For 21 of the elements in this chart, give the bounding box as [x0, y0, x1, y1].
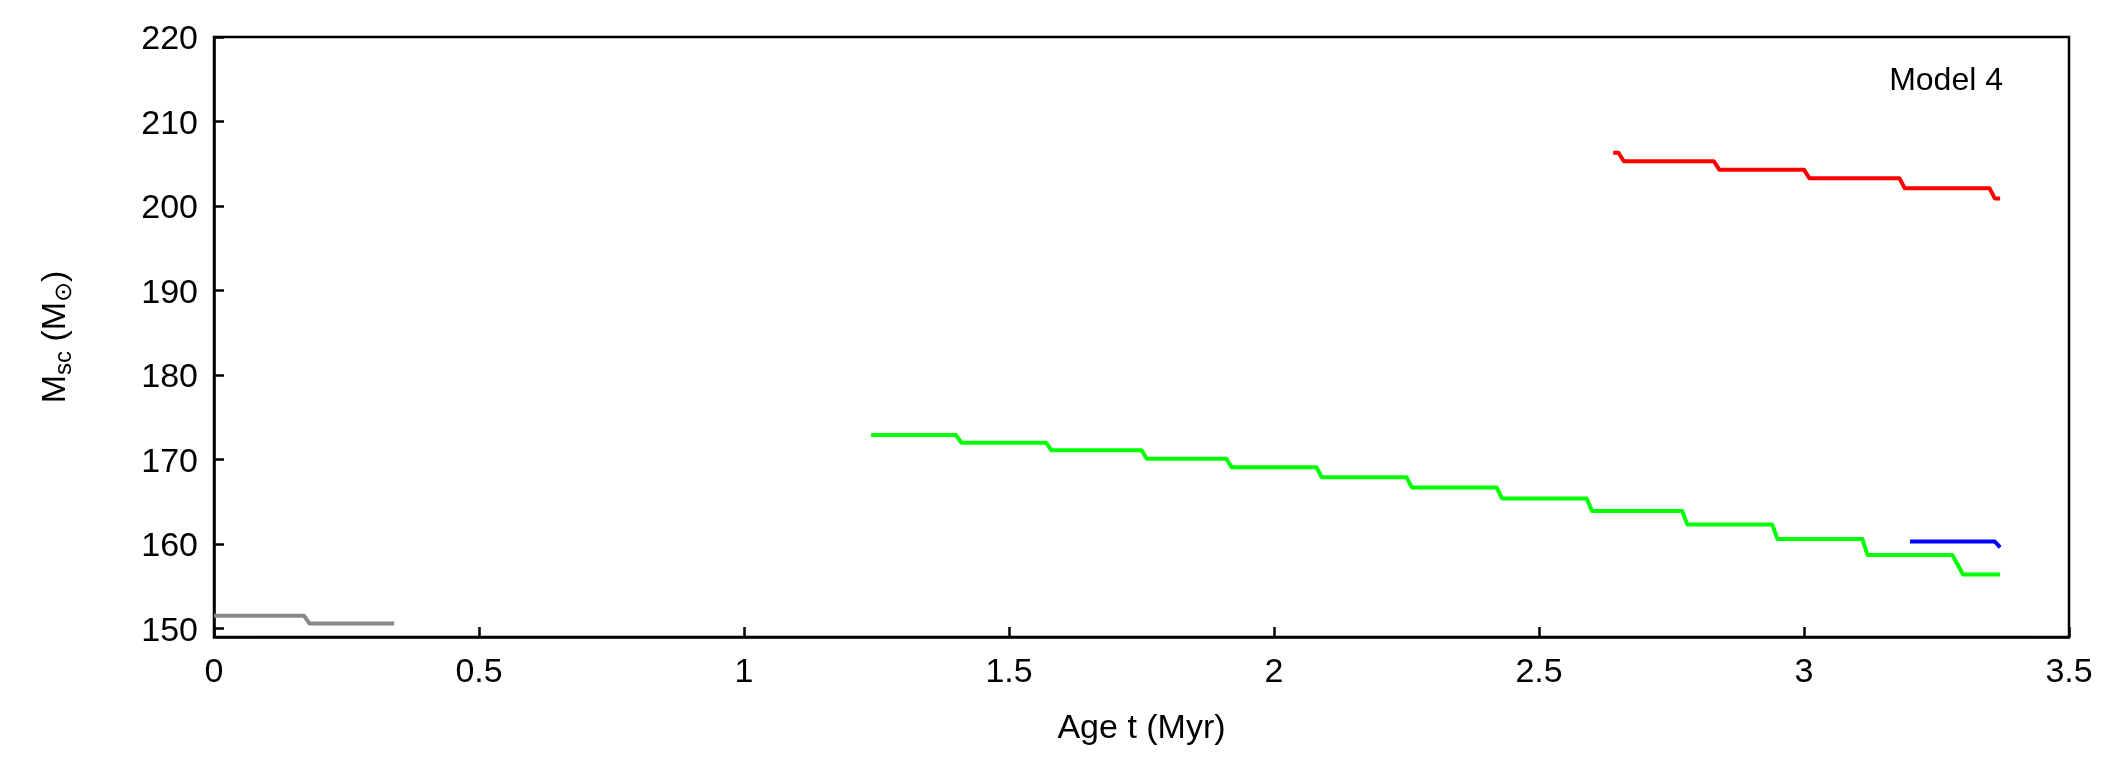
x-tick-label: 3.5 — [2045, 651, 2093, 689]
y-tick-label: 180 — [141, 356, 198, 395]
x-tick-label: 0.5 — [455, 651, 503, 689]
x-axis-title: Age t (Myr) — [1057, 707, 1226, 745]
line-series — [1611, 150, 2003, 201]
x-tick-label: 2.5 — [1515, 651, 1563, 689]
x-tick-label: 3 — [1794, 651, 1814, 689]
y-axis-title: Msc (M⊙) — [34, 270, 76, 404]
line-series — [869, 433, 2003, 577]
x-tick-label: 0 — [204, 651, 224, 689]
x-tick-label: 2 — [1264, 651, 1284, 689]
y-tick-label: 200 — [141, 187, 198, 226]
y-tick-label: 210 — [141, 102, 198, 141]
x-tick-label: 1.5 — [985, 651, 1033, 689]
y-tick-label: 150 — [141, 609, 198, 648]
y-tick-label: 160 — [141, 525, 198, 564]
y-tick-label: 220 — [141, 18, 198, 56]
annotation: Model 4 — [1889, 61, 2003, 97]
y-tick-label: 190 — [141, 271, 198, 310]
x-tick-label: 1 — [734, 651, 754, 689]
y-tick-label: 170 — [141, 440, 198, 479]
